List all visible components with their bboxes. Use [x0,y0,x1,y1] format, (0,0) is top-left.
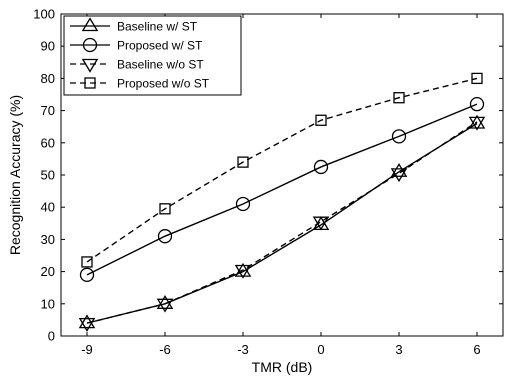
series-line [86,122,478,324]
y-tick-label: 0 [48,329,55,344]
x-axis-label: TMR (dB) [252,359,313,375]
data-point [313,159,329,175]
data-point [390,168,408,183]
y-tick-label: 40 [41,200,55,215]
y-tick-label: 20 [41,264,55,279]
x-tick-label: -9 [81,342,93,357]
data-point [159,203,171,215]
x-tick-label: -6 [159,342,171,357]
data-point [391,129,407,144]
legend-entry: Baseline w/ ST [70,17,198,34]
legend-label: Proposed w/o ST [117,77,210,91]
data-point [393,92,405,104]
series-2 [79,97,485,282]
y-tick-label: 50 [41,168,55,183]
legend-entry: Baseline w/o ST [70,58,204,73]
y-tick-label: 70 [41,103,55,118]
data-point [315,114,327,126]
data-point [312,216,330,231]
y-tick-label: 100 [33,7,55,22]
legend-label: Proposed w/ ST [117,39,203,53]
data-point [234,264,252,279]
series-line [86,103,478,276]
series-4 [81,72,483,268]
legend-label: Baseline w/o ST [117,58,204,72]
x-tick-label: 0 [317,342,324,357]
x-tick-label: 6 [473,342,480,357]
data-point [79,267,95,282]
data-point [471,72,483,85]
series-line [86,121,478,324]
y-tick-label: 30 [41,232,55,247]
x-tick-label: -3 [237,342,249,357]
legend-marker [81,58,99,73]
legend: Baseline w/ ST Proposed w/ ST Baseline w/o… [63,15,242,96]
data-point [468,116,486,131]
y-tick-label: 10 [41,296,55,311]
legend-entry: Proposed w/o ST [70,77,210,91]
y-tick-label: 90 [41,39,55,54]
y-axis: 0 10 20 30 40 50 60 70 80 90 100 [33,7,503,344]
data-point [235,196,251,212]
legend-marker [82,37,98,53]
legend-marker [81,17,99,32]
series-layer [78,72,486,332]
data-point [81,256,93,268]
data-point [234,262,252,277]
legend-label: Baseline w/ ST [117,20,198,34]
legend-entry: Proposed w/ ST [70,37,203,53]
y-tick-label: 60 [41,135,55,150]
y-tick-label: 80 [41,71,55,86]
x-tick-label: 3 [395,342,402,357]
series-3 [78,116,486,332]
data-point [156,298,174,313]
legend-box [63,15,242,96]
data-point [468,114,486,129]
data-point [237,156,249,168]
data-point [469,97,485,112]
data-point [78,317,96,332]
legend-marker [84,77,96,89]
y-axis-label: Recognition Accuracy (%) [7,95,23,255]
data-point [157,229,173,244]
